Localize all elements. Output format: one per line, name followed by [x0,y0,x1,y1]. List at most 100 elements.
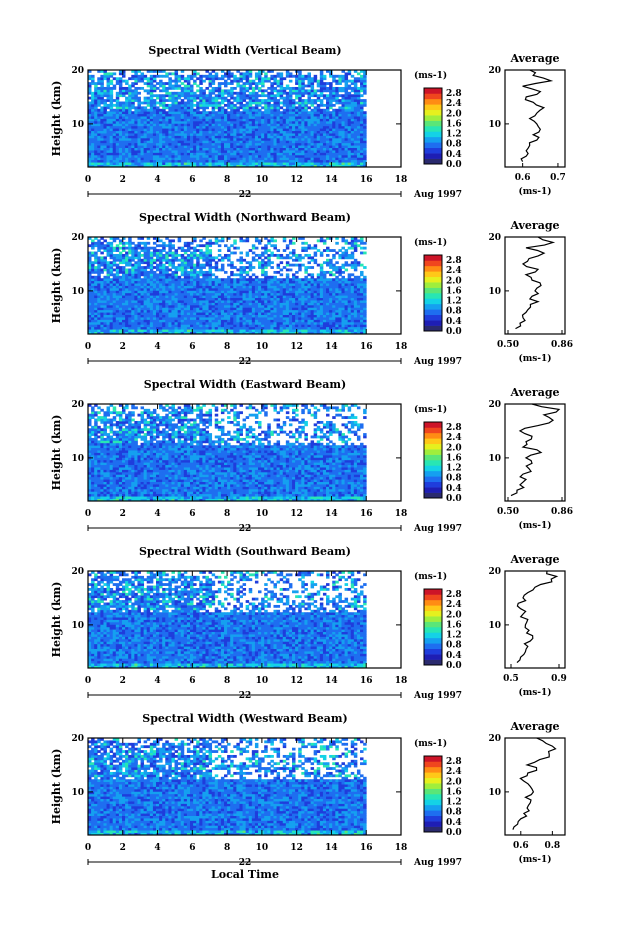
heatmap-cell [348,80,351,83]
heatmap-cell [212,307,215,310]
heatmap-cell [144,327,147,330]
heatmap-cell [110,104,113,107]
heatmap-cell [171,80,174,83]
heatmap-cell [314,121,317,124]
heatmap-cell [147,138,150,141]
heatmap-cell [212,123,215,126]
heatmap-cell [156,269,159,272]
heatmap-cell [283,162,286,165]
heatmap-cell [103,128,106,131]
heatmap-cell [193,109,196,112]
heatmap-cell [165,271,168,274]
heatmap-cell [103,135,106,138]
heatmap-cell [249,150,252,153]
heatmap-cell [141,269,144,272]
heatmap-cell [94,106,97,109]
colorbar-swatch [424,153,442,159]
heatmap-cell [175,276,178,279]
heatmap-cell [292,152,295,155]
heatmap-cell [199,300,202,303]
heatmap-cell [317,114,320,117]
heatmap-cell [236,259,239,262]
heatmap-cell [323,119,326,122]
heatmap-cell [97,271,100,274]
heatmap-cell [258,99,261,102]
heatmap-cell [131,111,134,114]
heatmap-cell [94,92,97,95]
heatmap-cell [270,143,273,146]
heatmap-cell [122,286,125,289]
heatmap-cell [125,281,128,284]
heatmap-cell [144,312,147,315]
heatmap-cell [162,329,165,332]
heatmap-cell [193,281,196,284]
heatmap-cell [91,327,94,330]
heatmap-cell [168,123,171,126]
heatmap-cell [239,283,242,286]
heatmap-cell [252,87,255,90]
heatmap-cell [258,75,261,78]
heatmap-cell [137,126,140,129]
heatmap-cell [304,114,307,117]
heatmap-cell [119,77,122,80]
heatmap-cell [128,283,131,286]
heatmap-cell [97,264,100,267]
heatmap-cell [246,121,249,124]
heatmap-cell [175,99,178,102]
heatmap-cell [243,89,246,92]
heatmap-cell [137,102,140,105]
heatmap-cell [122,315,125,318]
heatmap-cell [236,317,239,320]
heatmap-cell [159,317,162,320]
heatmap-cell [178,102,181,105]
heatmap-cell [147,152,150,155]
heatmap-cell [103,239,106,242]
heatmap-cell [218,106,221,109]
heatmap-cell [329,82,332,85]
heatmap-cell [246,87,249,90]
heatmap-cell [116,312,119,315]
heatmap-cell [261,89,264,92]
heatmap-cell [107,322,110,325]
heatmap-cell [227,148,230,151]
heatmap-cell [311,143,314,146]
heatmap-cell [193,75,196,78]
heatmap-cell [144,114,147,117]
heatmap-cell [311,133,314,136]
heatmap-cell [150,273,153,276]
heatmap-cell [190,322,193,325]
heatmap-cell [230,72,233,75]
heatmap-cell [196,261,199,264]
heatmap-cell [147,319,150,322]
heatmap-cell [329,135,332,138]
heatmap-cell [227,300,230,303]
heatmap-cell [277,152,280,155]
heatmap-cell [181,106,184,109]
heatmap-cell [224,293,227,296]
heatmap-cell [292,109,295,112]
heatmap-cell [341,150,344,153]
heatmap-cell [190,126,193,129]
heatmap-cell [264,131,267,134]
heatmap-cell [258,148,261,151]
heatmap-cell [196,116,199,119]
heatmap-cell [239,126,242,129]
heatmap-cell [236,148,239,151]
heatmap-cell [236,121,239,124]
heatmap-cell [91,239,94,242]
heatmap-cell [301,162,304,165]
heatmap-cell [181,312,184,315]
heatmap-cell [150,121,153,124]
heatmap-cell [320,160,323,163]
heatmap-cell [292,138,295,141]
heatmap-cell [354,77,357,80]
heatmap-cell [212,99,215,102]
heatmap-cell [131,128,134,131]
heatmap-cell [249,126,252,129]
heatmap-cell [218,145,221,148]
heatmap-cell [175,72,178,75]
heatmap-cell [125,324,128,327]
heatmap-cell [209,126,212,129]
heatmap-cell [227,322,230,325]
heatmap-cell [137,281,140,284]
